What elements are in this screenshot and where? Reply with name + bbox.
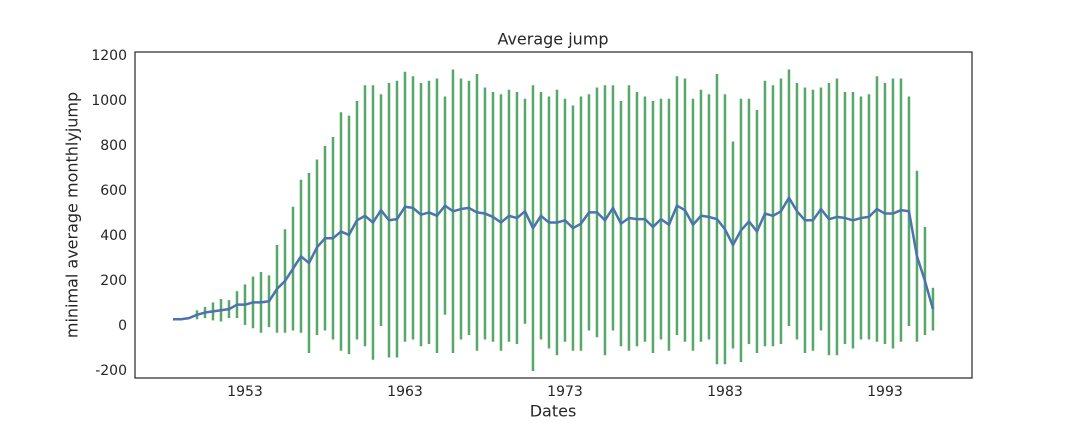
y-tick-label: 400 bbox=[100, 228, 127, 244]
y-tick-label: 800 bbox=[100, 138, 127, 154]
x-tick-label: 1953 bbox=[227, 384, 263, 400]
x-tick-label: 1963 bbox=[387, 384, 423, 400]
y-tick-label: -200 bbox=[95, 363, 127, 379]
x-tick-label: 1983 bbox=[707, 384, 743, 400]
y-tick-label: 1000 bbox=[91, 93, 127, 109]
plot-frame bbox=[134, 51, 973, 379]
mean-line bbox=[172, 196, 935, 321]
chart-title: Average jump bbox=[497, 30, 608, 49]
x-axis-label: Dates bbox=[530, 402, 577, 421]
y-tick-label: 600 bbox=[100, 183, 127, 199]
x-tick-label: 1993 bbox=[867, 384, 903, 400]
y-tick-label: 0 bbox=[118, 318, 127, 334]
y-tick-label: 200 bbox=[100, 273, 127, 289]
y-axis-label: minimal average monthlyjump bbox=[63, 92, 82, 338]
y-tick-label: 1200 bbox=[91, 48, 127, 64]
x-tick-label: 1973 bbox=[547, 384, 583, 400]
